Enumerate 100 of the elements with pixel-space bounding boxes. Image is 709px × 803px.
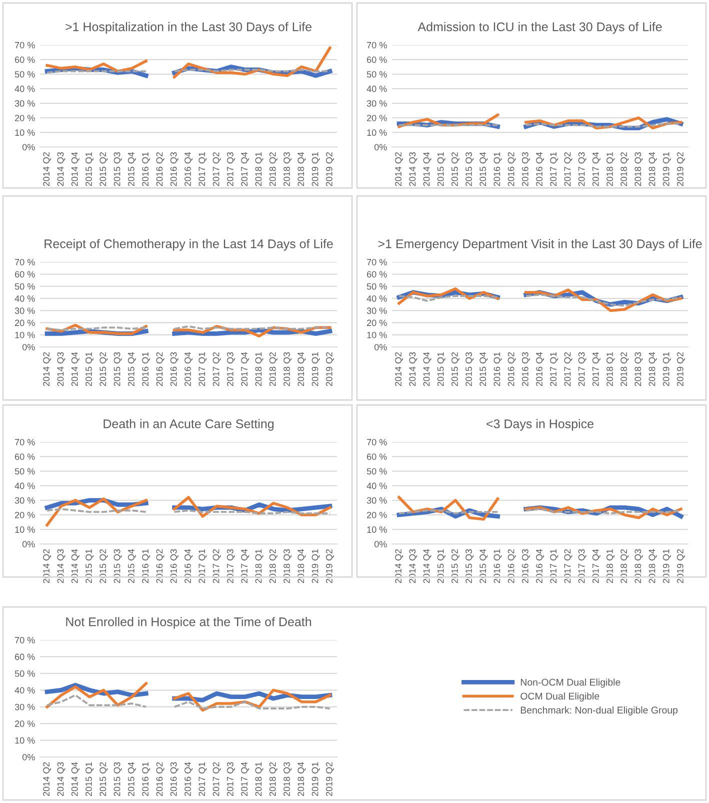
y-tick-label: 40 % [14,86,35,92]
x-tick-label: 2014 Q3 [57,762,66,796]
x-tick-label: 2014 Q3 [409,152,418,186]
x-tick-label: 2015 Q2 [451,352,460,386]
y-tick-label: 40 % [14,295,35,302]
x-tick-label: 2019 Q1 [662,152,671,186]
y-tick-label: 40 % [366,482,387,490]
chart-title: Receipt of Chemotherapy in the Last 14 Days of Life [44,239,333,251]
x-tick-label: 2016 Q2 [156,762,164,796]
y-tick-label: 50 % [366,468,387,475]
x-tick-label: 2014 Q2 [395,352,404,386]
x-tick-label: 2015 Q4 [128,352,136,386]
x-tick-label: 2014 Q2 [43,352,52,386]
x-tick-label: 2014 Q2 [43,152,52,186]
x-tick-label: 2015 Q1 [86,762,94,796]
x-tick-label: 2016 Q1 [494,352,502,386]
x-tick-label: 2015 Q1 [437,152,446,186]
x-tick-label: 2016 Q1 [494,152,502,186]
x-tick-label: 2018 Q4 [298,152,306,186]
x-tick-label: 2019 Q2 [676,352,685,386]
x-tick-label: 2016 Q3 [522,352,530,386]
x-tick-label: 2017 Q3 [578,352,586,386]
x-tick-label: 2015 Q1 [437,352,446,386]
x-tick-label: 2019 Q2 [326,352,334,386]
y-tick-label: 70 % [367,42,387,48]
x-tick-label: 2017 Q3 [226,152,235,186]
x-tick-label: 2015 Q2 [100,352,108,386]
x-tick-label: 2018 Q1 [255,152,264,186]
y-tick-label: 70 % [15,438,35,446]
y-tick-label: 50 % [366,283,387,290]
chart-title: >1 Emergency Department Visit in the Last 30 Days of Life [378,239,702,251]
x-tick-label: 2018 Q2 [620,152,629,186]
x-tick-label: 2015 Q3 [114,352,122,386]
x-tick-label: 2018 Q3 [284,352,292,386]
y-tick-label: 20 % [367,114,387,122]
x-tick-label: 2017 Q4 [592,152,600,186]
x-tick-label: 2018 Q3 [284,152,292,186]
x-tick-label: 2018 Q2 [269,762,278,796]
x-tick-label: 2019 Q1 [312,152,320,186]
x-tick-label: 2016 Q4 [536,352,544,386]
x-tick-label: 2018 Q2 [620,352,629,386]
x-tick-label: 2014 Q2 [395,152,404,186]
chart-title: Death in an Acute Care Setting [104,419,274,431]
x-tick-label: 2019 Q2 [326,152,334,186]
x-tick-label: 2016 Q4 [184,152,193,186]
y-tick-label: 0% [22,754,35,760]
x-tick-label: 2014 Q3 [409,352,418,386]
x-tick-label: 2018 Q4 [298,762,306,796]
y-tick-label: 10 % [367,129,387,136]
y-tick-label: 30 % [14,497,35,504]
y-tick-label: 10 % [367,332,387,338]
x-tick-label: 2017 Q4 [241,352,250,386]
x-tick-label: 2017 Q1 [198,352,207,386]
x-tick-label: 2017 Q3 [578,152,586,186]
y-tick-label: 10 % [15,332,35,338]
x-tick-label: 2016 Q2 [508,352,516,386]
x-tick-label: 2014 Q3 [57,152,66,186]
y-tick-label: 60 % [15,654,35,660]
x-tick-label: 2017 Q1 [198,762,207,796]
x-tick-label: 2016 Q2 [156,152,164,186]
y-tick-label: 50 % [14,283,35,290]
x-tick-label: 2016 Q1 [142,762,150,796]
x-tick-label: 2018 Q3 [284,762,292,796]
x-tick-label: 2014 Q4 [71,762,80,796]
y-tick-label: 10 % [367,526,387,533]
x-tick-label: 2019 Q1 [312,762,320,796]
x-tick-label: 2015 Q2 [100,762,108,796]
x-tick-label: 2018 Q3 [634,152,643,186]
y-tick-label: 0% [22,144,35,150]
y-tick-label: 0% [374,540,387,548]
y-tick-label: 60 % [367,56,387,63]
x-tick-label: 2016 Q2 [156,352,164,386]
y-tick-label: 0% [374,344,387,350]
y-tick-label: 50 % [14,468,35,475]
x-tick-label: 2016 Q3 [170,352,178,386]
x-tick-label: 2015 Q3 [466,152,474,186]
x-tick-label: 2018 Q1 [606,152,615,186]
x-tick-label: 2017 Q3 [226,762,235,796]
x-tick-label: 2015 Q2 [451,152,460,186]
chart-title: >1 Hospitalization in the Last 30 Days of Life [66,22,312,34]
x-tick-label: 2017 Q3 [226,352,235,386]
x-tick-label: 2016 Q1 [142,152,150,186]
x-tick-label: 2015 Q1 [86,152,94,186]
x-tick-label: 2017 Q2 [212,762,221,796]
x-tick-label: 2014 Q4 [423,352,432,386]
y-tick-label: 0% [22,344,35,350]
y-tick-label: 0% [22,540,35,548]
x-tick-label: 2017 Q2 [564,352,572,386]
y-tick-label: 10 % [15,737,35,744]
text: Non-OCM Dual Eligible [520,678,620,688]
x-tick-label: 2014 Q4 [71,352,80,386]
x-tick-label: 2015 Q4 [480,152,488,186]
y-tick-label: 50 % [366,71,387,78]
x-tick-label: 2018 Q1 [255,762,264,796]
x-tick-label: 2015 Q4 [128,152,136,186]
x-tick-label: 2015 Q2 [100,152,108,186]
x-tick-label: 2016 Q3 [170,762,178,796]
x-tick-label: 2018 Q4 [648,352,657,386]
y-tick-label: 20 % [15,720,35,727]
y-tick-label: 60 % [15,56,35,63]
